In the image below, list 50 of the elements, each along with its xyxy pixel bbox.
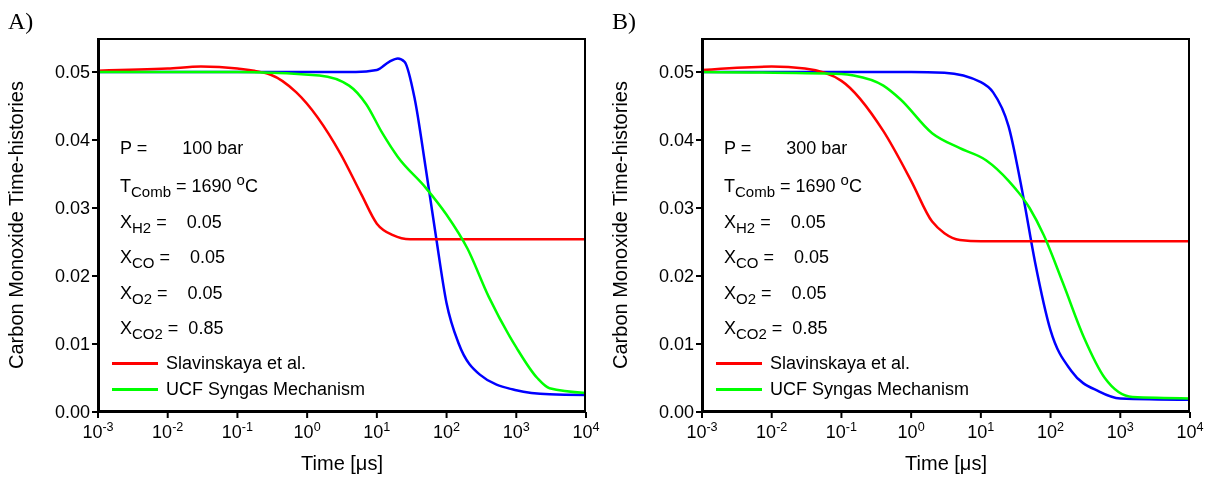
y-tick-label: 0.02 [54, 266, 90, 287]
x-tick-label: 10$^{-1}$ [825, 420, 858, 442]
x-tick-label: 10$^{2}$ [1037, 420, 1065, 442]
annotation: X$_{CO}$ = 0.05 [724, 246, 831, 273]
x-tick-label: 10$^{2}$ [433, 420, 461, 442]
annotation: X$_{CO}$ = 0.05 [120, 246, 227, 273]
x-tick-label: 10$^{3}$ [502, 420, 530, 442]
x-axis-title: Time [μs] [301, 452, 383, 474]
annotation: X$_{H2}$ = 0.05 [724, 210, 827, 238]
x-tick-label: 10$^{0}$ [293, 420, 321, 442]
annotation: T$_{Comb}$ = 1690 $^{o}$C [120, 170, 258, 202]
annotation: P = 300 bar [724, 137, 849, 160]
annotation: T$_{Comb}$ = 1690 $^{o}$C [724, 170, 862, 202]
x-axis-title: Time [μs] [905, 452, 987, 474]
y-tick-label: 0.03 [658, 198, 694, 219]
y-tick-label: 0.04 [658, 130, 694, 151]
y-tick-label: 0.00 [54, 402, 90, 423]
y-tick-label: 0.03 [54, 198, 90, 219]
annotation: X$_{CO2}$ = 0.85 [120, 317, 225, 344]
annotation: P = 100 bar [120, 137, 245, 160]
y-tick-label: 0.02 [658, 266, 694, 287]
x-tick-label: 10$^{-2}$ [756, 420, 788, 442]
x-tick-label: 10$^{1}$ [363, 420, 391, 442]
annotation: X$_{H2}$ = 0.05 [120, 210, 223, 238]
y-axis-title: Carbon Monoxide Time-histories [5, 81, 28, 369]
annotation: X$_{O2}$ = 0.05 [120, 281, 224, 309]
legend-label: UCF Syngas Mechanism [770, 378, 970, 400]
chart-title: A) [8, 8, 34, 35]
x-tick-label: 10$^{-3}$ [82, 420, 114, 442]
annotation: X$_{O2}$ = 0.05 [724, 281, 828, 309]
y-tick-label: 0.05 [54, 62, 90, 83]
x-tick-label: 10$^{4}$ [572, 420, 600, 442]
y-axis-title: Carbon Monoxide Time-histories [609, 81, 632, 369]
x-tick-label: 10$^{3}$ [1106, 420, 1134, 442]
x-tick-label: 10$^{4}$ [1176, 420, 1204, 442]
chart-title: B) [612, 8, 636, 35]
x-tick-label: 10$^{-1}$ [221, 420, 254, 442]
x-tick-label: 10$^{0}$ [897, 420, 925, 442]
annotation: X$_{CO2}$ = 0.85 [724, 317, 829, 344]
x-tick-label: 10$^{1}$ [967, 420, 995, 442]
x-tick-label: 10$^{-3}$ [686, 420, 718, 442]
y-tick-label: 0.01 [658, 334, 694, 355]
legend-label: UCF Syngas Mechanism [166, 378, 366, 400]
y-tick-label: 0.05 [658, 62, 694, 83]
y-tick-label: 0.00 [658, 402, 694, 423]
y-tick-label: 0.04 [54, 130, 90, 151]
legend-label: Slavinskaya et al. [166, 352, 307, 374]
legend-label: Slavinskaya et al. [770, 352, 911, 374]
x-tick-label: 10$^{-2}$ [152, 420, 184, 442]
y-tick-label: 0.01 [54, 334, 90, 355]
